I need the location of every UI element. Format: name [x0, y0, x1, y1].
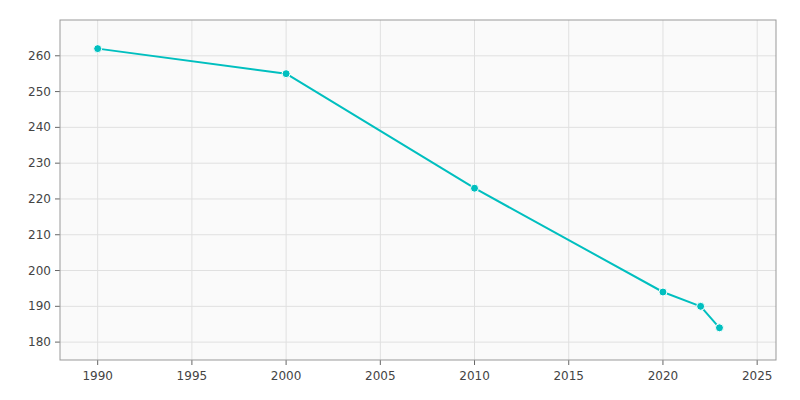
x-tick [568, 360, 569, 365]
x-tick-label: 2015 [553, 369, 584, 383]
x-tick [97, 360, 98, 365]
x-tick [191, 360, 192, 365]
plot-background [60, 20, 776, 360]
y-grid-line [60, 270, 776, 271]
grid [60, 20, 776, 360]
x-tick [757, 360, 758, 365]
x-tick-label: 1990 [82, 369, 113, 383]
y-grid-line [60, 55, 776, 56]
y-tick-label: 190 [28, 299, 51, 313]
y-tick [55, 342, 60, 343]
y-tick-label: 220 [28, 192, 51, 206]
x-grid-line [757, 20, 758, 360]
data-line [98, 49, 720, 328]
y-grid-line [60, 198, 776, 199]
data-point [94, 45, 102, 53]
y-tick [55, 127, 60, 128]
y-tick-label: 250 [28, 85, 51, 99]
y-tick-label: 230 [28, 156, 51, 170]
x-tick-label: 2005 [365, 369, 396, 383]
x-tick [662, 360, 663, 365]
plot-frame [60, 20, 776, 360]
x-grid-line [191, 20, 192, 360]
y-grid-line [60, 163, 776, 164]
y-tick [55, 234, 60, 235]
data-point [697, 302, 705, 310]
y-tick [55, 55, 60, 56]
axes: 1990 1995 2000 2005 2010 2015 2020 2025 180 190 20… [28, 49, 772, 383]
x-tick [286, 360, 287, 365]
y-tick [55, 270, 60, 271]
y-tick-label: 210 [28, 228, 51, 242]
data-point [282, 70, 290, 78]
y-tick-label: 240 [28, 120, 51, 134]
y-tick [55, 306, 60, 307]
y-tick [55, 91, 60, 92]
x-grid-line [568, 20, 569, 360]
y-grid-line [60, 91, 776, 92]
data-point [471, 184, 479, 192]
y-grid-line [60, 342, 776, 343]
x-grid-line [662, 20, 663, 360]
x-tick-label: 1995 [177, 369, 208, 383]
y-tick [55, 198, 60, 199]
y-tick-label: 200 [28, 264, 51, 278]
x-grid-line [380, 20, 381, 360]
x-tick-label: 2010 [459, 369, 490, 383]
y-grid-line [60, 234, 776, 235]
data-point [715, 324, 723, 332]
y-grid-line [60, 306, 776, 307]
y-tick-label: 180 [28, 335, 51, 349]
x-tick-label: 2025 [742, 369, 773, 383]
x-grid-line [97, 20, 98, 360]
y-grid-line [60, 127, 776, 128]
y-tick-label: 260 [28, 49, 51, 63]
data-point [659, 288, 667, 296]
y-tick [55, 163, 60, 164]
x-tick-label: 2020 [648, 369, 679, 383]
chart-svg: 1990 1995 2000 2005 2010 2015 2020 2025 180 190 20… [0, 0, 800, 400]
chart-container: 1990 1995 2000 2005 2010 2015 2020 2025 180 190 20… [0, 0, 800, 400]
data-layer [94, 45, 724, 332]
x-tick [380, 360, 381, 365]
x-tick [474, 360, 475, 365]
x-tick-label: 2000 [271, 369, 302, 383]
